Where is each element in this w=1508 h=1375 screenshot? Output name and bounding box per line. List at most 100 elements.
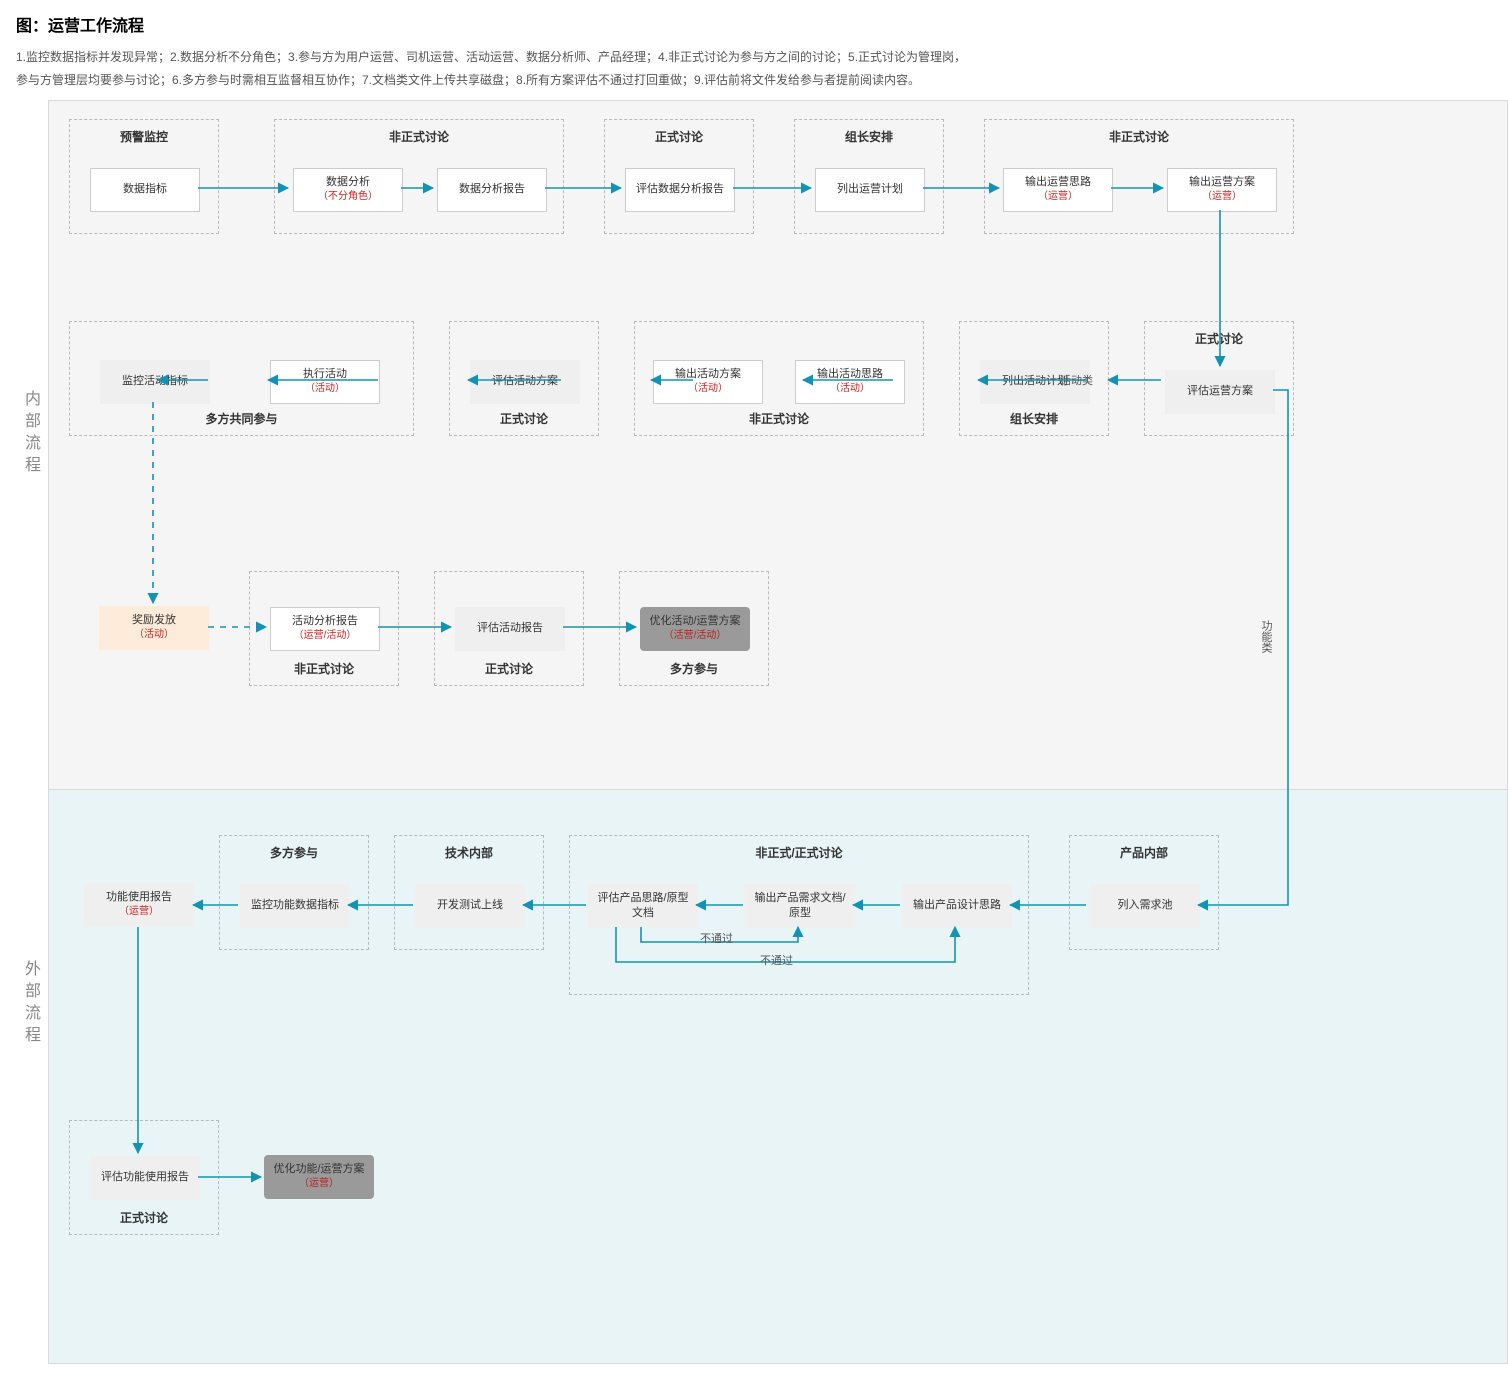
zone-internal: 预警监控 数据指标 非正式讨论 数据分析 （不分角色） 数据分析报告 正式讨论 …: [48, 100, 1508, 790]
group-informal-5: 非正式/正式讨论 输出产品设计思路 输出产品需求文档/原型 评估产品思路/原型文…: [569, 835, 1029, 995]
flow-canvas: 内部流程 外部流程 预警监控 数据指标 非正式讨论 数据分析 （不分角色） 数据…: [0, 100, 1508, 1375]
edge-label-feature: 功能类: [1258, 620, 1274, 653]
group-lead-1: 组长安排 列出运营计划: [794, 119, 944, 234]
edge-label-activity: 活动类: [1060, 372, 1093, 388]
group-product: 产品内部 列入需求池: [1069, 835, 1219, 950]
node-op-plan: 列出运营计划: [815, 168, 925, 212]
node-role: （活营/活动）: [664, 629, 727, 643]
notes-line-1: 1.监控数据指标并发现异常；2.数据分析不分角色；3.参与方为用户运营、司机运营…: [16, 46, 1492, 69]
node-role: （运营）: [299, 1177, 339, 1191]
node-reward: 奖励发放 （活动）: [99, 606, 209, 650]
group-multi-2: 优化活动/运营方案 （活营/活动） 多方参与: [619, 571, 769, 686]
node-eval-op: 评估运营方案: [1165, 370, 1275, 414]
node-opt-func: 优化功能/运营方案 （运营）: [264, 1155, 374, 1199]
node-label: 输出运营思路: [1025, 175, 1091, 190]
node-label: 数据分析报告: [459, 182, 525, 197]
node-label: 活动分析报告: [292, 614, 358, 629]
node-act-report: 活动分析报告 （运营/活动）: [270, 607, 380, 651]
node-role: （运营）: [1038, 190, 1078, 204]
group-informal-2: 非正式讨论 输出运营思路 （运营） 输出运营方案 （运营）: [984, 119, 1294, 234]
group-formal-5: 评估功能使用报告 正式讨论: [69, 1120, 219, 1235]
group-title: 正式讨论: [1145, 330, 1293, 347]
node-eval-actrep: 评估活动报告: [455, 607, 565, 651]
node-label: 列出运营计划: [837, 182, 903, 197]
notes-line-2: 参与方管理层均要参与讨论；6.多方参与时需相互监督相互协作；7.文档类文件上传共…: [16, 69, 1492, 92]
group-tech: 技术内部 开发测试上线: [394, 835, 544, 950]
node-label: 列入需求池: [1118, 898, 1173, 913]
group-title: 非正式/正式讨论: [570, 844, 1028, 861]
group-title: 非正式讨论: [250, 660, 398, 677]
node-label: 执行活动: [303, 367, 347, 382]
node-role: （活动）: [830, 382, 870, 396]
group-informal-4: 活动分析报告 （运营/活动） 非正式讨论: [249, 571, 399, 686]
node-mon-func: 监控功能数据指标: [240, 884, 350, 928]
node-eval-func: 评估功能使用报告: [90, 1156, 200, 1200]
node-label: 开发测试上线: [437, 898, 503, 913]
group-formal-1: 正式讨论 评估数据分析报告: [604, 119, 754, 234]
node-label: 监控功能数据指标: [251, 898, 339, 913]
node-label: 优化功能/运营方案: [273, 1162, 364, 1177]
section-label-internal: 内部流程: [18, 390, 42, 478]
node-req-pool: 列入需求池: [1090, 884, 1200, 928]
node-eval-report: 评估数据分析报告: [625, 168, 735, 212]
node-label: 评估数据分析报告: [636, 182, 724, 197]
group-title: 组长安排: [960, 410, 1108, 427]
node-opt-act: 优化活动/运营方案 （活营/活动）: [640, 607, 750, 651]
node-label: 数据分析: [326, 175, 370, 190]
node-label: 监控活动指标: [122, 374, 188, 389]
node-role: （活动）: [134, 628, 174, 642]
node-metric: 数据指标: [90, 168, 200, 212]
group-title: 正式讨论: [70, 1209, 218, 1226]
group-title: 正式讨论: [605, 128, 753, 145]
group-title: 非正式讨论: [985, 128, 1293, 145]
group-formal-3: 评估活动方案 正式讨论: [449, 321, 599, 436]
group-multi-3: 多方参与 监控功能数据指标: [219, 835, 369, 950]
zone-external: 产品内部 列入需求池 非正式/正式讨论 输出产品设计思路 输出产品需求文档/原型…: [48, 790, 1508, 1364]
group-title: 正式讨论: [435, 660, 583, 677]
node-label: 评估活动报告: [477, 621, 543, 636]
group-title: 非正式讨论: [635, 410, 923, 427]
group-warn: 预警监控 数据指标: [69, 119, 219, 234]
node-label: 输出产品设计思路: [913, 898, 1001, 913]
group-title: 产品内部: [1070, 844, 1218, 861]
node-op-idea: 输出运营思路 （运营）: [1003, 168, 1113, 212]
node-label: 评估运营方案: [1187, 384, 1253, 399]
node-op-scheme: 输出运营方案 （运营）: [1167, 168, 1277, 212]
section-label-external: 外部流程: [18, 960, 42, 1048]
header: 图：运营工作流程 1.监控数据指标并发现异常；2.数据分析不分角色；3.参与方为…: [0, 0, 1508, 100]
node-role: （活动）: [305, 382, 345, 396]
node-role: （运营）: [119, 905, 159, 919]
node-label: 优化活动/运营方案: [649, 614, 740, 629]
group-title: 正式讨论: [450, 410, 598, 427]
node-dev: 开发测试上线: [415, 884, 525, 928]
page-title: 图：运营工作流程: [16, 12, 1492, 36]
node-label: 数据指标: [123, 182, 167, 197]
node-label: 评估活动方案: [492, 374, 558, 389]
group-title: 多方共同参与: [70, 410, 413, 427]
node-label: 输出活动方案: [675, 367, 741, 382]
node-label: 输出活动思路: [817, 367, 883, 382]
node-exec-act: 执行活动 （活动）: [270, 360, 380, 404]
group-title: 非正式讨论: [275, 128, 563, 145]
group-formal-2: 正式讨论 评估运营方案: [1144, 321, 1294, 436]
notes: 1.监控数据指标并发现异常；2.数据分析不分角色；3.参与方为用户运营、司机运营…: [16, 46, 1492, 92]
node-report: 数据分析报告: [437, 168, 547, 212]
node-analysis: 数据分析 （不分角色）: [293, 168, 403, 212]
group-informal-1: 非正式讨论 数据分析 （不分角色） 数据分析报告: [274, 119, 564, 234]
edge-label-fail-2: 不通过: [760, 952, 793, 968]
node-role: （运营）: [1202, 190, 1242, 204]
group-multi-1: 执行活动 （活动） 监控活动指标 多方共同参与: [69, 321, 414, 436]
node-label: 奖励发放: [132, 613, 176, 628]
node-mon-act: 监控活动指标: [100, 360, 210, 404]
node-prod-doc: 输出产品需求文档/原型: [745, 884, 855, 928]
group-formal-4: 评估活动报告 正式讨论: [434, 571, 584, 686]
node-role: （不分角色）: [318, 190, 378, 204]
node-label: 功能使用报告: [106, 890, 172, 905]
node-label: 输出运营方案: [1189, 175, 1255, 190]
node-label: 评估产品思路/原型文档: [592, 891, 694, 921]
group-title: 组长安排: [795, 128, 943, 145]
group-title: 多方参与: [220, 844, 368, 861]
node-label: 列出活动计划: [1002, 374, 1068, 389]
node-eval-prod: 评估产品思路/原型文档: [588, 884, 698, 928]
edge-label-fail-1: 不通过: [700, 930, 733, 946]
